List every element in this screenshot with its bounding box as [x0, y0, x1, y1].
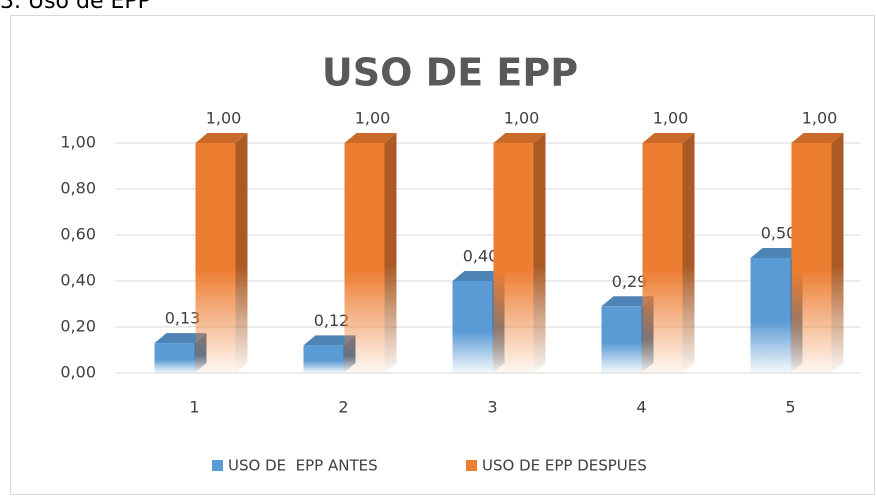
bar-top: [791, 133, 844, 143]
bar-front: [303, 345, 344, 373]
bar-front: [750, 258, 791, 373]
bar-side: [533, 133, 546, 373]
bar-top: [750, 248, 803, 258]
bar-top: [195, 133, 248, 143]
bar-front: [601, 306, 642, 373]
legend-swatch: [466, 460, 477, 471]
y-tick-label: 1,00: [60, 133, 96, 152]
bar-front: [493, 143, 534, 373]
x-tick-label: 5: [785, 398, 795, 417]
y-tick-label: 0,80: [60, 179, 96, 198]
bar: [791, 133, 844, 373]
bar-top: [344, 133, 397, 143]
bar: [303, 335, 356, 373]
bar-side: [384, 133, 397, 373]
heading: 3. Uso de EPP: [0, 0, 151, 14]
bar-top: [493, 133, 546, 143]
y-tick-label: 0,20: [60, 317, 96, 336]
data-label: 1,00: [206, 109, 242, 128]
bar: [195, 133, 248, 373]
bar-top: [154, 333, 207, 344]
data-label: 0,13: [165, 309, 201, 328]
bar-top: [601, 296, 654, 307]
data-label: 0,40: [463, 247, 499, 266]
legend-label: USO DE EPP DESPUES: [482, 457, 647, 475]
bar-side: [235, 133, 248, 373]
data-label: 1,00: [653, 109, 689, 128]
bar-front: [791, 143, 832, 373]
data-label: 0,29: [612, 272, 648, 291]
x-tick-label: 1: [189, 398, 199, 417]
x-tick-label: 3: [487, 398, 497, 417]
data-label: 0,12: [314, 311, 350, 330]
bar-side: [831, 133, 844, 373]
bar-top: [303, 335, 356, 346]
legend-swatch: [212, 460, 223, 471]
y-tick-label: 0,00: [60, 363, 96, 382]
x-tick-label: 2: [338, 398, 348, 417]
bar-front: [642, 143, 683, 373]
bar-top: [452, 271, 505, 281]
y-tick-label: 0,40: [60, 271, 96, 290]
data-label: 1,00: [504, 109, 540, 128]
x-tick-label: 4: [636, 398, 646, 417]
bar-front: [344, 143, 385, 373]
bar: [493, 133, 546, 373]
bar-front: [195, 143, 236, 373]
bar-top: [642, 133, 695, 143]
data-label: 1,00: [802, 109, 838, 128]
bar: [642, 133, 695, 373]
bar-side: [682, 133, 695, 373]
chart-title: USO DE EPP: [322, 51, 578, 95]
y-tick-label: 0,60: [60, 225, 96, 244]
data-label: 0,50: [761, 224, 797, 243]
bar-front: [154, 343, 195, 373]
chart-frame: [10, 15, 875, 495]
legend-label: USO DE EPP ANTES: [228, 457, 378, 475]
data-label: 1,00: [355, 109, 391, 128]
bar-front: [452, 281, 493, 373]
bar: [344, 133, 397, 373]
